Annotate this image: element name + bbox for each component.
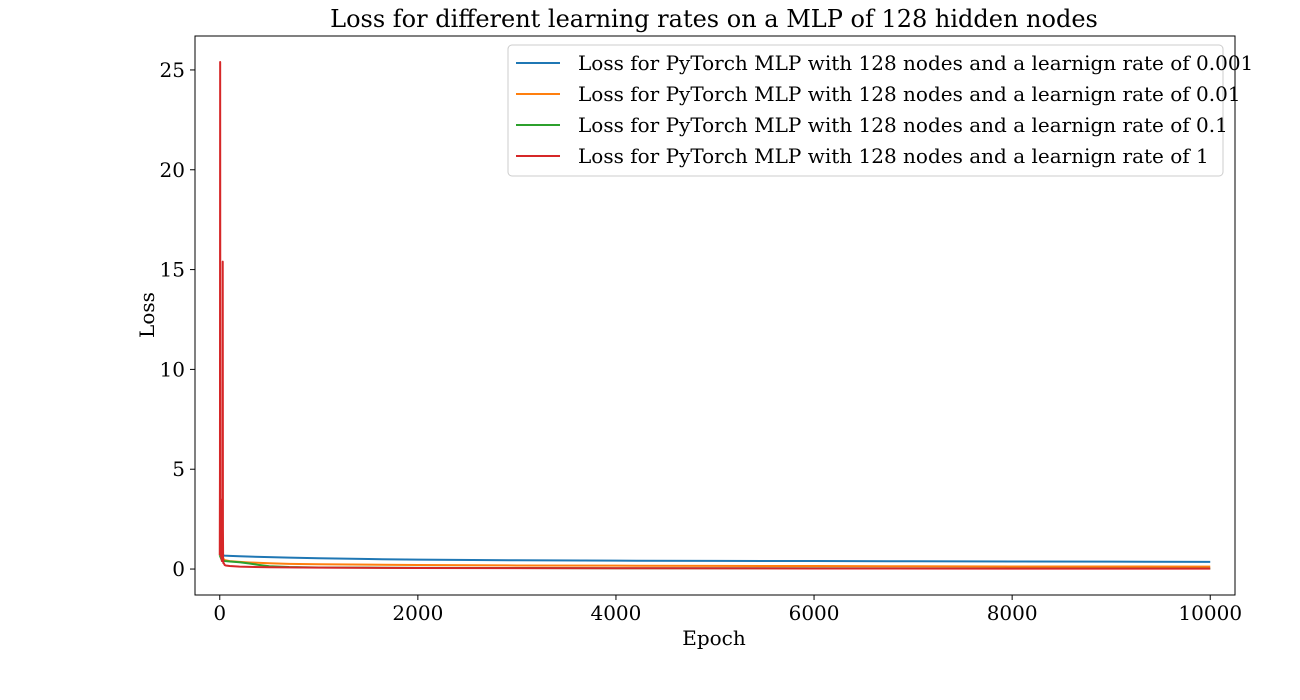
x-tick-label: 2000 [392,601,443,625]
x-axis-label: Epoch [682,626,746,650]
y-tick-label: 5 [172,457,185,481]
y-axis-label: Loss [135,292,159,338]
x-tick-label: 0 [213,601,226,625]
x-tick-label: 10000 [1178,601,1242,625]
x-tick-label: 8000 [987,601,1038,625]
legend-box [507,44,1224,177]
series-line-1 [219,554,1211,563]
x-axis-ticks: 0 2000 4000 6000 8000 10000 [213,595,1242,625]
legend-label-2: Loss for PyTorch MLP with 128 nodes and … [578,82,1241,106]
series-line-4 [218,60,1211,570]
series-layer [218,60,1211,570]
chart-title: Loss for different learning rates on a M… [330,5,1098,33]
y-tick-label: 15 [160,258,185,282]
x-tick-label: 4000 [590,601,641,625]
legend-label-3: Loss for PyTorch MLP with 128 nodes and … [578,113,1228,137]
y-axis-ticks: 0 5 10 15 20 25 [160,58,195,581]
x-tick-label: 6000 [789,601,840,625]
y-tick-label: 25 [160,58,185,82]
legend: Loss for PyTorch MLP with 128 nodes and … [507,44,1253,177]
y-tick-label: 0 [172,557,185,581]
legend-label-1: Loss for PyTorch MLP with 128 nodes and … [578,51,1253,75]
y-tick-label: 10 [160,357,185,381]
plot-frame [194,35,1236,596]
legend-label-4: Loss for PyTorch MLP with 128 nodes and … [578,144,1209,168]
y-tick-label: 20 [160,158,185,182]
